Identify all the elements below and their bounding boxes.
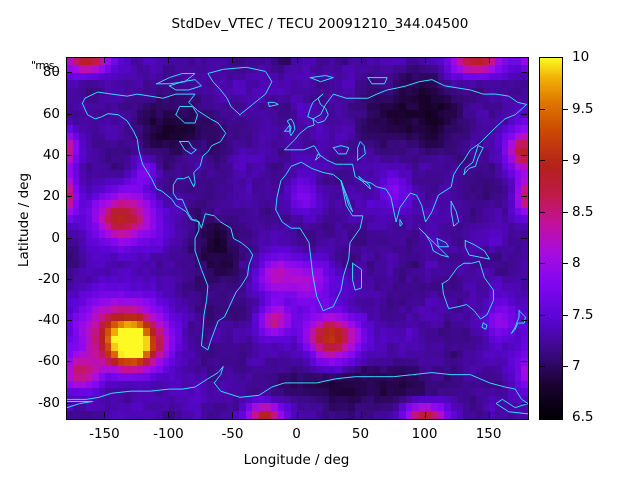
y-tick-label: 20 — [42, 188, 60, 205]
y-tick-mark-right — [521, 361, 527, 363]
colorbar-tick-mark — [539, 263, 545, 265]
x-tick-mark — [232, 412, 234, 418]
y-tick-mark — [66, 72, 72, 74]
x-tick-mark — [488, 412, 490, 418]
x-tick-mark-top — [168, 57, 170, 63]
y-tick-mark — [66, 361, 72, 363]
y-tick-mark — [66, 320, 72, 321]
y-tick-label: -20 — [37, 270, 60, 287]
x-tick-label: -100 — [153, 426, 184, 442]
y-tick-label: -80 — [37, 394, 60, 411]
colorbar-tick-mark — [539, 160, 545, 162]
colorbar-tick-mark-outer — [562, 108, 568, 110]
x-tick-label: 0 — [292, 426, 301, 442]
y-tick-mark — [66, 196, 72, 198]
colorbar-tick-mark — [539, 211, 545, 213]
colorbar-tick-mark — [539, 314, 545, 316]
colorbar-tick-mark-outer — [562, 366, 568, 368]
colorbar-gradient[interactable] — [540, 58, 562, 419]
colorbar[interactable] — [539, 57, 563, 420]
x-axis-title: Longitude / deg — [243, 452, 350, 468]
y-tick-label: 0 — [51, 229, 60, 246]
y-tick-mark-right — [521, 113, 527, 115]
colorbar-tick-label: 7.5 — [572, 306, 594, 323]
colorbar-tick-mark — [539, 366, 545, 368]
y-tick-label: -40 — [37, 312, 60, 328]
colorbar-tick-label: 10 — [572, 49, 590, 65]
colorbar-tick-mark-outer — [562, 160, 568, 162]
y-tick-mark-right — [521, 237, 527, 239]
x-tick-label: 150 — [475, 426, 502, 442]
chart-title: StdDev_VTEC / TECU 20091210_344.04500 — [171, 16, 469, 32]
y-tick-mark-right — [521, 154, 527, 156]
colorbar-tick-mark — [539, 108, 545, 110]
x-tick-mark-top — [232, 57, 234, 63]
y-tick-mark-right — [521, 72, 527, 74]
y-tick-label: 80 — [42, 64, 60, 81]
x-tick-mark — [104, 412, 106, 418]
y-tick-label: 60 — [42, 105, 60, 122]
x-tick-label: -150 — [89, 426, 120, 442]
colorbar-tick-label: 9.5 — [572, 100, 594, 117]
y-tick-mark — [66, 154, 72, 156]
stray-clipped-annotation: "rms_ — [31, 59, 59, 72]
y-tick-label: 40 — [42, 146, 60, 163]
vtec-heatmap[interactable] — [67, 58, 528, 419]
x-tick-mark-top — [296, 57, 298, 63]
x-tick-mark-top — [488, 57, 490, 63]
y-tick-mark-right — [521, 278, 527, 280]
colorbar-tick-mark-outer — [562, 263, 568, 265]
colorbar-tick-label: 9 — [572, 152, 581, 169]
y-tick-mark — [66, 402, 72, 404]
y-tick-mark — [66, 237, 72, 239]
x-tick-mark — [296, 412, 298, 418]
y-tick-mark-right — [521, 320, 527, 321]
y-tick-label: -60 — [37, 353, 60, 370]
x-tick-mark-top — [104, 57, 106, 63]
x-tick-label: 50 — [351, 426, 370, 442]
x-tick-mark-top — [360, 57, 362, 63]
colorbar-tick-label: 6.5 — [572, 409, 594, 425]
x-tick-label: -50 — [221, 426, 244, 442]
y-tick-mark — [66, 113, 72, 115]
x-tick-label: 100 — [411, 426, 438, 442]
colorbar-tick-mark-outer — [562, 314, 568, 316]
y-axis-title: Latitude / deg — [16, 172, 32, 268]
map-plot-area[interactable] — [66, 57, 529, 420]
x-tick-mark — [360, 412, 362, 418]
x-tick-mark-top — [424, 57, 426, 63]
colorbar-tick-mark-outer — [562, 211, 568, 213]
x-tick-mark — [424, 412, 426, 418]
y-tick-mark-right — [521, 196, 527, 198]
y-tick-mark-right — [521, 402, 527, 404]
y-tick-mark — [66, 278, 72, 280]
colorbar-tick-label: 7 — [572, 358, 581, 375]
x-tick-mark — [168, 412, 170, 418]
colorbar-tick-label: 8.5 — [572, 203, 594, 220]
colorbar-tick-label: 8 — [572, 255, 581, 272]
